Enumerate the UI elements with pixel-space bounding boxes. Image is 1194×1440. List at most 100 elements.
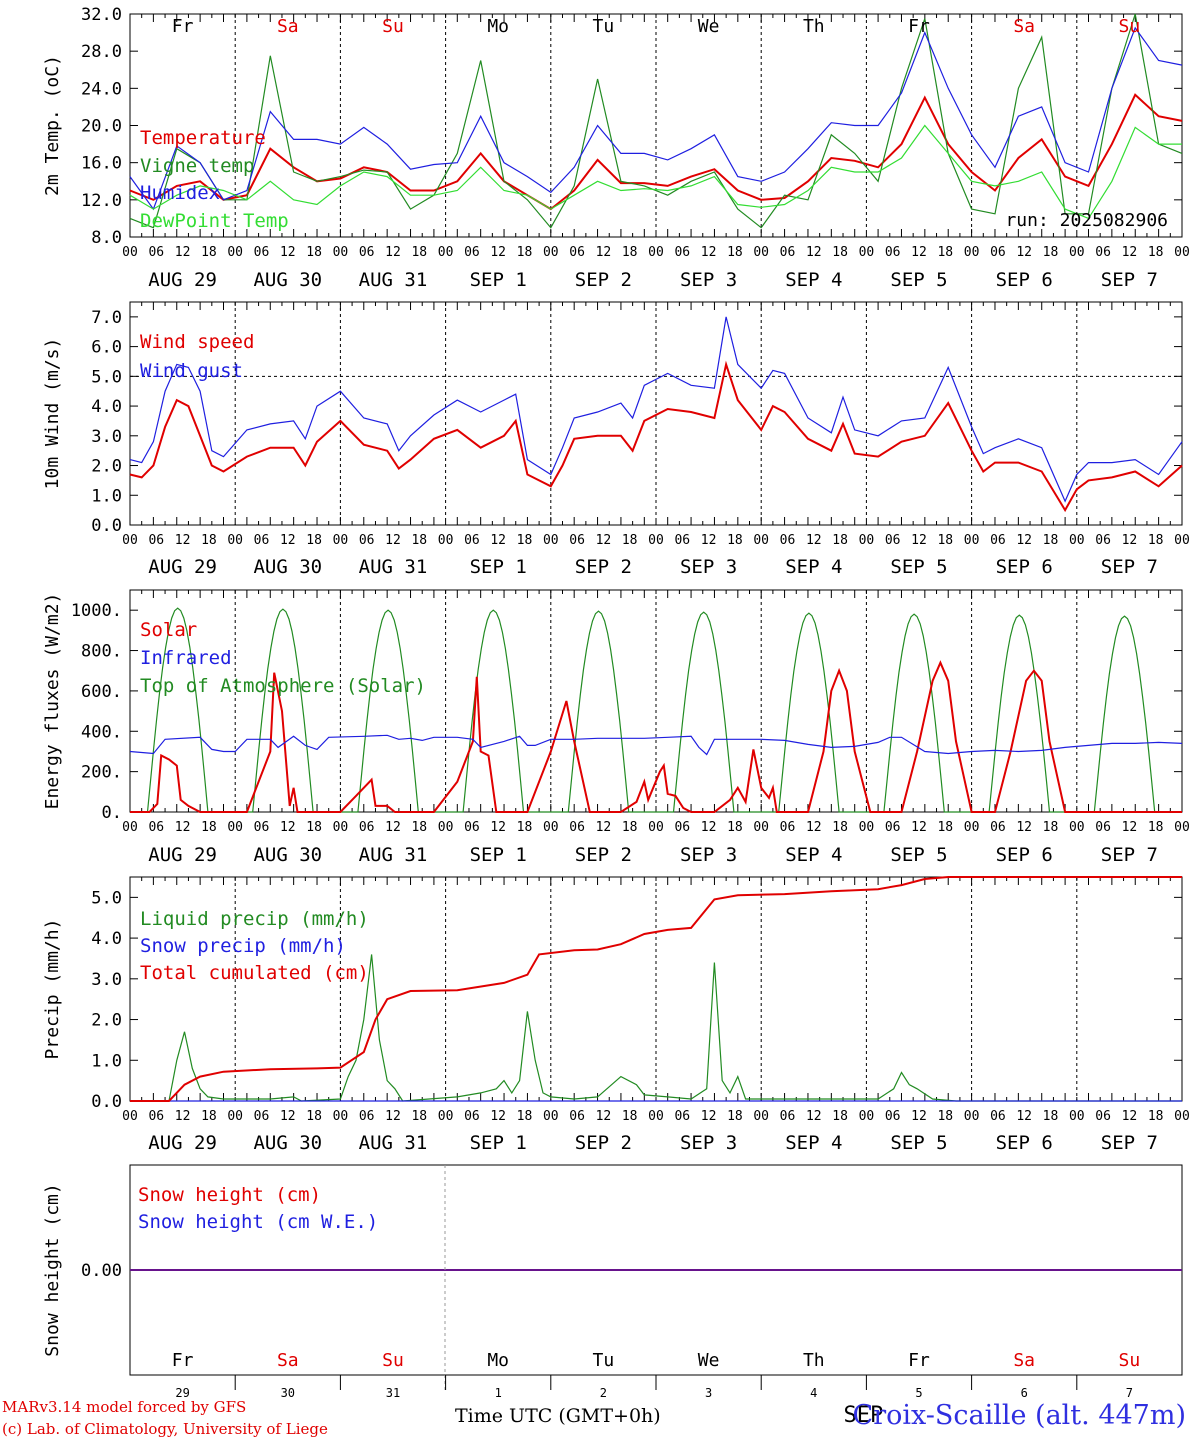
day-number: 2 bbox=[600, 1386, 607, 1400]
legend-entry: Wind gust bbox=[140, 360, 243, 382]
date-label: SEP 6 bbox=[996, 556, 1053, 578]
hour-label: 12 bbox=[596, 820, 612, 835]
hour-label: 00 bbox=[543, 820, 559, 835]
hour-label: 18 bbox=[622, 1109, 638, 1124]
day-number: 30 bbox=[281, 1386, 295, 1400]
hour-label: 00 bbox=[227, 1109, 243, 1124]
date-label: AUG 29 bbox=[148, 269, 217, 291]
hour-label: 00 bbox=[859, 1109, 875, 1124]
hour-label: 06 bbox=[674, 1109, 690, 1124]
date-label: AUG 30 bbox=[253, 556, 322, 578]
hour-label: 00 bbox=[543, 533, 559, 548]
date-label: SEP 4 bbox=[785, 269, 842, 291]
y-tick-label: 16.0 bbox=[81, 154, 122, 174]
hour-label: 12 bbox=[596, 245, 612, 260]
hour-label: 00 bbox=[964, 245, 980, 260]
hour-label: 00 bbox=[333, 820, 349, 835]
series-vigne-temp bbox=[129, 13, 1183, 229]
date-label: AUG 31 bbox=[359, 844, 428, 866]
hour-label: 00 bbox=[227, 820, 243, 835]
y-tick-label: 1.0 bbox=[91, 486, 122, 506]
hour-label: 06 bbox=[148, 820, 164, 835]
hour-label: 18 bbox=[411, 1109, 427, 1124]
day-number: 5 bbox=[915, 1386, 922, 1400]
y-tick-label: 600. bbox=[81, 682, 122, 702]
hour-label: 06 bbox=[464, 1109, 480, 1124]
hour-label: 18 bbox=[1043, 820, 1059, 835]
weekday-label: Su bbox=[382, 16, 404, 37]
series-top-of-atmosphere-solar bbox=[130, 607, 1182, 813]
date-label: SEP 1 bbox=[470, 1132, 527, 1154]
legend-entry: Wind speed bbox=[140, 331, 254, 353]
hour-label: 00 bbox=[1069, 1109, 1085, 1124]
hour-label: 00 bbox=[333, 245, 349, 260]
hour-label: 06 bbox=[780, 1109, 796, 1124]
series-total-cumulated-cm- bbox=[130, 876, 1182, 1102]
date-label: SEP 2 bbox=[575, 1132, 632, 1154]
hour-label: 18 bbox=[937, 820, 953, 835]
day-number: 3 bbox=[705, 1386, 712, 1400]
hour-label: 18 bbox=[517, 1109, 533, 1124]
y-tick-label: 5.0 bbox=[91, 367, 122, 387]
y-tick-label: 2.0 bbox=[91, 457, 122, 477]
weekday-label: Su bbox=[382, 1350, 404, 1371]
hour-label: 18 bbox=[937, 533, 953, 548]
day-number: 29 bbox=[175, 1386, 189, 1400]
weekday-label: Fr bbox=[172, 1350, 194, 1371]
date-label: SEP 7 bbox=[1101, 844, 1158, 866]
hour-label: 06 bbox=[674, 245, 690, 260]
hour-label: 06 bbox=[254, 1109, 270, 1124]
hour-label: 00 bbox=[753, 533, 769, 548]
hour-label: 12 bbox=[280, 533, 296, 548]
hour-label: 12 bbox=[806, 245, 822, 260]
hour-label: 06 bbox=[148, 245, 164, 260]
hour-label: 00 bbox=[648, 245, 664, 260]
y-tick-label: 1.0 bbox=[91, 1051, 122, 1071]
hour-label: 18 bbox=[1043, 245, 1059, 260]
y-tick-label: 200. bbox=[81, 763, 122, 783]
hour-label: 06 bbox=[464, 533, 480, 548]
hour-label: 12 bbox=[1122, 820, 1138, 835]
y-tick-label: 7.0 bbox=[91, 308, 122, 328]
hour-label: 06 bbox=[990, 820, 1006, 835]
hour-label: 18 bbox=[937, 245, 953, 260]
hour-label: 06 bbox=[885, 1109, 901, 1124]
date-label: SEP 1 bbox=[470, 844, 527, 866]
hour-label: 06 bbox=[990, 245, 1006, 260]
hour-label: 18 bbox=[937, 1109, 953, 1124]
weekday-label: Sa bbox=[277, 16, 299, 37]
date-label: AUG 30 bbox=[253, 269, 322, 291]
date-label: SEP 4 bbox=[785, 556, 842, 578]
hour-label: 18 bbox=[832, 245, 848, 260]
legend-entry: Vigne temp bbox=[140, 155, 254, 177]
hour-label: 06 bbox=[780, 533, 796, 548]
hour-label: 18 bbox=[201, 245, 217, 260]
hour-label: 06 bbox=[148, 1109, 164, 1124]
series-temperature bbox=[129, 93, 1183, 211]
hour-label: 18 bbox=[517, 820, 533, 835]
x-axis-title: Time UTC (GMT+0h) bbox=[455, 1405, 661, 1427]
hour-label: 12 bbox=[911, 1109, 927, 1124]
legend-entry: Temperature bbox=[140, 127, 266, 149]
hour-label: 12 bbox=[385, 533, 401, 548]
y-axis-label: Precip (mm/h) bbox=[42, 919, 63, 1060]
hour-label: 00 bbox=[1069, 820, 1085, 835]
hour-label: 18 bbox=[727, 245, 743, 260]
hour-label: 18 bbox=[201, 533, 217, 548]
legend-entry: Snow height (cm W.E.) bbox=[138, 1211, 378, 1233]
station-title: Croix-Scaille (alt. 447m) bbox=[852, 1400, 1186, 1431]
hour-label: 12 bbox=[806, 820, 822, 835]
hour-label: 06 bbox=[569, 533, 585, 548]
month-label: SEP bbox=[844, 1403, 884, 1428]
hour-label: 00 bbox=[964, 533, 980, 548]
hour-label: 18 bbox=[622, 245, 638, 260]
hour-label: 06 bbox=[359, 533, 375, 548]
series-dewpoint-temp bbox=[129, 124, 1182, 220]
weekday-label: Th bbox=[803, 1350, 825, 1371]
weekday-label: Su bbox=[1119, 1350, 1141, 1371]
hour-label: 18 bbox=[727, 820, 743, 835]
y-tick-label: 0.00 bbox=[81, 1261, 122, 1281]
date-label: SEP 5 bbox=[890, 556, 947, 578]
y-axis-label: 10m Wind (m/s) bbox=[42, 338, 63, 490]
series-wind-gust bbox=[129, 316, 1183, 503]
